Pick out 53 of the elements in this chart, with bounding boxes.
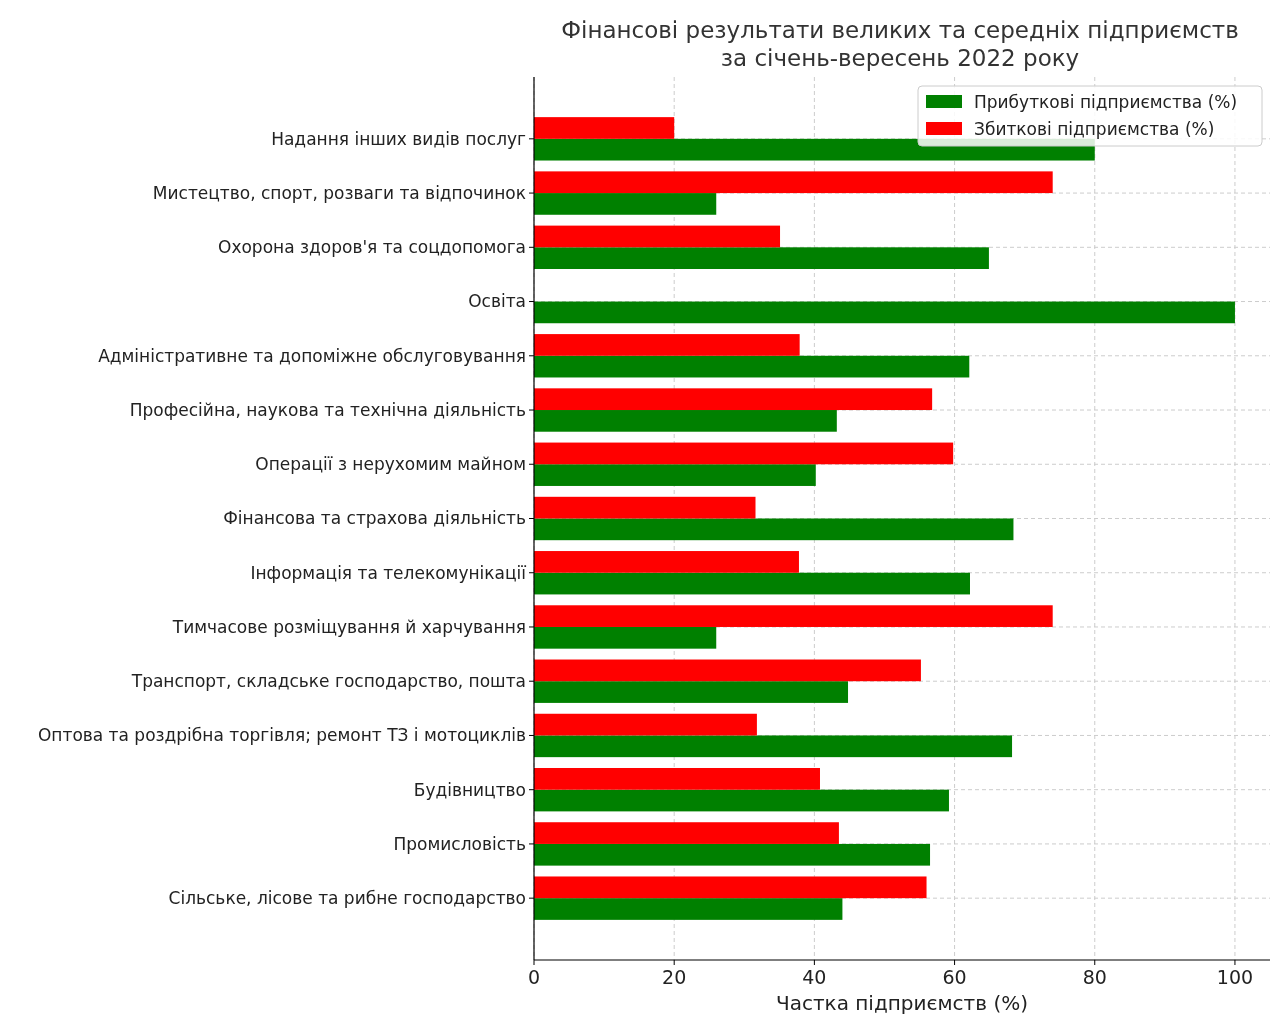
bar (534, 171, 1053, 194)
x-axis-title: Частка підприємств (%) (775, 991, 1029, 1015)
bar (534, 334, 800, 356)
bar (534, 410, 837, 432)
x-tick-label: 0 (527, 966, 541, 988)
x-tick-label: 20 (662, 966, 687, 988)
bar (534, 681, 849, 703)
y-tick-label: Промисловість (393, 833, 526, 854)
y-tick-label: Інформація та телекомунікації (250, 562, 527, 583)
y-tick-label: Фінансова та страхова діяльність (223, 508, 526, 529)
legend-label: Прибуткові підприємства (%) (974, 91, 1238, 112)
bar (534, 822, 839, 844)
bar (534, 735, 1013, 758)
y-tick-label: Транспорт, складське господарство, пошта (130, 671, 526, 692)
bar (534, 659, 921, 682)
legend-label: Збиткові підприємства (%) (974, 118, 1215, 139)
bar (534, 713, 757, 736)
bar (534, 496, 756, 519)
bar (534, 442, 954, 465)
y-tick-label: Операції з нерухомим майном (255, 454, 526, 475)
x-tick-label: 60 (942, 966, 967, 988)
y-tick-label: Професійна, наукова та технічна діяльність (129, 399, 526, 420)
bar (534, 355, 970, 378)
bar (534, 464, 816, 486)
y-tick-label: Сільське, лісове та рибне господарство (168, 888, 526, 909)
chart-title: Фінансові результати великих та середніх підприємств за січень-вересень 2022 року (561, 17, 1239, 71)
y-tick-label: Надання інших видів послуг (271, 128, 527, 149)
bar (534, 876, 927, 899)
bar (534, 117, 675, 139)
y-tick-label: Охорона здоров'я та соцдопомога (218, 237, 526, 258)
y-tick-label: Будівництво (413, 779, 526, 800)
y-tick-label: Тимчасове розміщування й харчування (171, 616, 526, 637)
bar (534, 843, 931, 866)
bar (534, 225, 781, 248)
bar (534, 301, 1235, 324)
bar (534, 626, 717, 649)
bar (534, 388, 933, 411)
x-tick-label: 100 (1216, 966, 1254, 988)
bar (534, 572, 970, 595)
y-tick-label: Адміністративне та допоміжне обслуговування (98, 345, 526, 366)
bar (534, 898, 843, 920)
bar (534, 247, 989, 269)
bar (534, 193, 717, 215)
bar (534, 789, 949, 812)
y-tick-label: Мистецтво, спорт, розваги та відпочинок (152, 183, 526, 204)
bar (534, 518, 1014, 541)
bar (534, 605, 1053, 627)
bar (534, 768, 820, 790)
y-tick-label: Оптова та роздрібна торгівля; ремонт ТЗ і мотоциклів (37, 725, 526, 746)
x-tick-label: 40 (802, 966, 827, 988)
bar (534, 551, 799, 573)
x-tick-label: 80 (1082, 966, 1107, 988)
y-tick-label: Освіта (468, 291, 526, 312)
